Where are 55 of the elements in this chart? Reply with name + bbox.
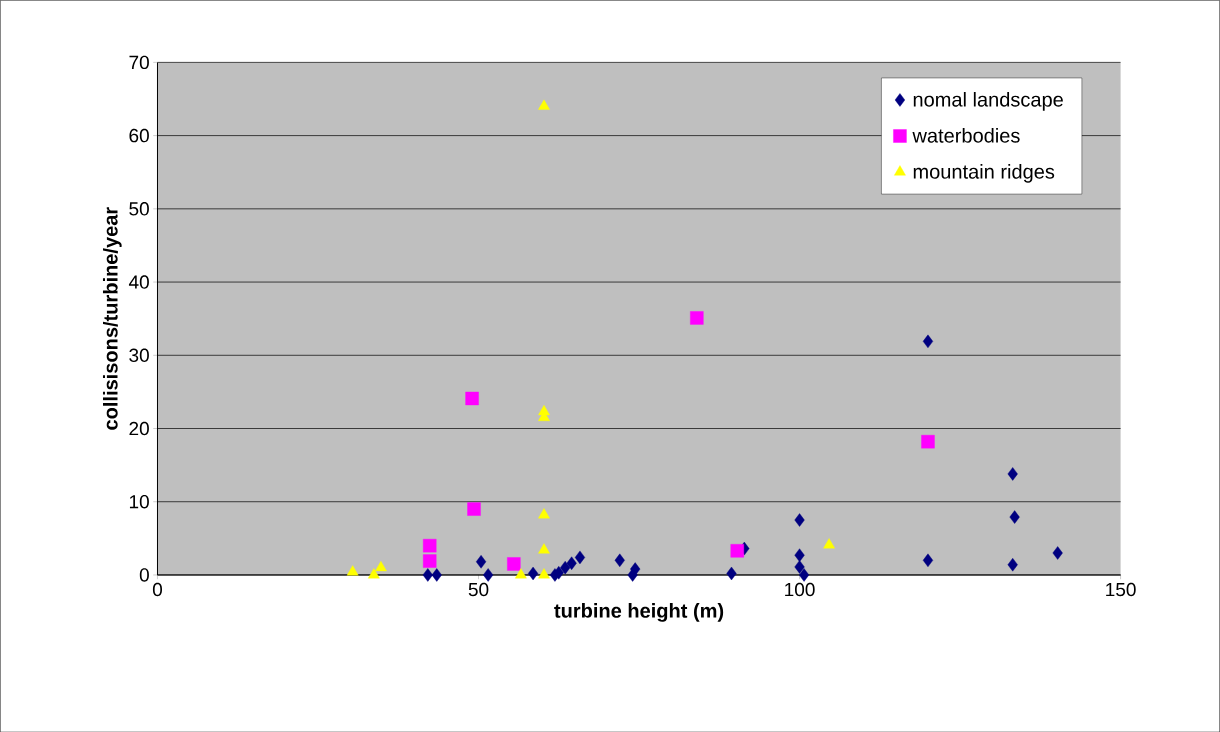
x-axis-title: turbine height (m): [554, 602, 724, 622]
point: [922, 334, 934, 348]
point: [823, 538, 835, 549]
point: [368, 568, 380, 579]
point: [538, 507, 550, 519]
point: [465, 391, 479, 405]
point: [528, 566, 539, 580]
point: [922, 553, 934, 567]
y-tick-label: 10: [129, 494, 149, 509]
point: [483, 568, 494, 582]
point: [431, 568, 442, 582]
x-tick-label: 150: [1106, 582, 1136, 597]
x-tick-label: 50: [468, 582, 489, 597]
point: [1009, 510, 1020, 524]
y-axis-title: collisisons/turbine/year: [102, 206, 122, 430]
point: [1052, 546, 1063, 560]
point: [467, 502, 481, 516]
point: [538, 568, 550, 579]
point: [346, 565, 359, 576]
point: [794, 513, 805, 527]
point: [507, 557, 521, 571]
point: [614, 553, 625, 567]
point: [375, 560, 387, 571]
point: [538, 99, 550, 110]
point: [515, 568, 527, 579]
point: [566, 556, 577, 570]
y-tick-label: 60: [129, 128, 149, 143]
legend-label: mountain ridges: [913, 163, 1055, 183]
point: [794, 559, 805, 574]
point: [630, 562, 641, 576]
x-tick-label: 100: [785, 582, 815, 597]
point: [476, 554, 487, 569]
point: [1007, 557, 1018, 572]
y-tick-label: 0: [139, 568, 149, 582]
point: [690, 311, 704, 325]
point: [726, 566, 737, 580]
y-tick-label: 70: [129, 55, 149, 69]
point: [560, 560, 571, 575]
point: [794, 548, 805, 562]
x-tick-label: 0: [152, 582, 163, 597]
point: [574, 550, 586, 564]
point: [538, 543, 550, 554]
point: [423, 538, 437, 553]
y-tick-label: 20: [129, 421, 149, 436]
point: [1007, 466, 1018, 481]
y-tick-label: 30: [129, 348, 149, 362]
point: [921, 434, 935, 449]
legend-label: nomal landscape: [913, 91, 1063, 111]
point: [423, 554, 437, 568]
y-tick-label: 40: [128, 275, 149, 289]
legend-label: waterbodies: [912, 127, 1020, 143]
y-tick-label: 50: [129, 201, 149, 216]
point: [798, 568, 810, 582]
point: [730, 543, 744, 558]
point: [422, 568, 433, 582]
